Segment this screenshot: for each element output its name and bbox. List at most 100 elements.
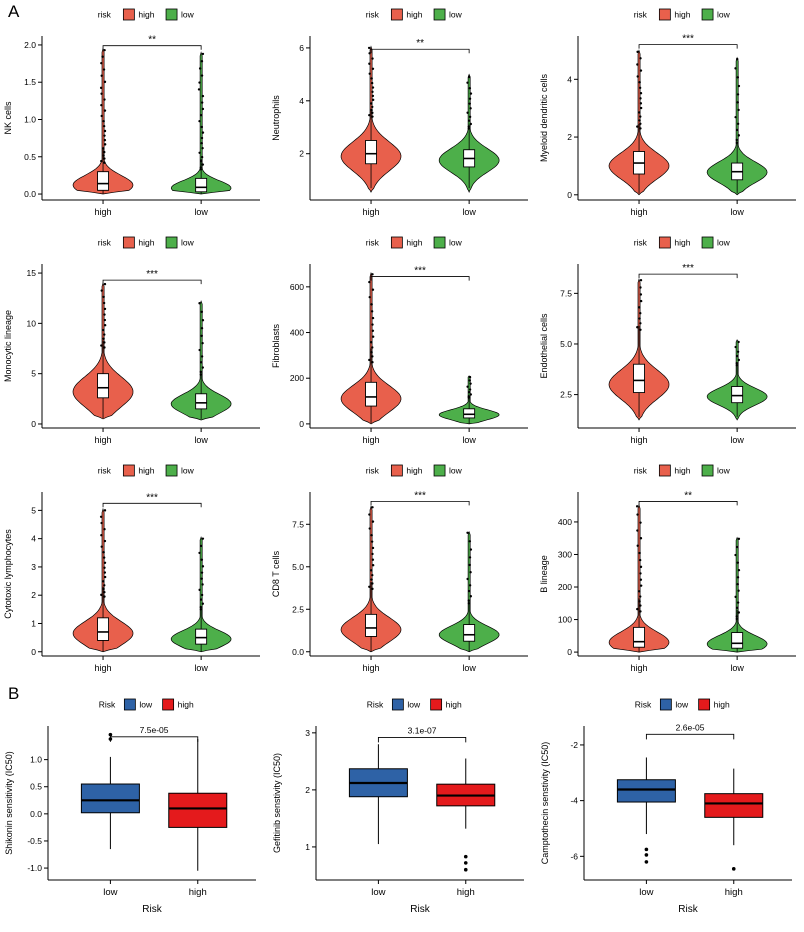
- outlier-dot: [636, 529, 639, 532]
- outlier-dot: [368, 280, 371, 284]
- y-tick-label: 1.5: [24, 77, 36, 87]
- outlier-dot: [371, 273, 374, 276]
- legend-label-low: low: [407, 700, 421, 710]
- outlier-dot: [737, 358, 741, 362]
- outlier-dot: [639, 92, 643, 95]
- outlier-dot: [639, 565, 643, 569]
- outlier-dot: [466, 81, 469, 84]
- outlier-dot: [103, 561, 107, 564]
- outlier-dot: [103, 143, 107, 146]
- legend-swatch-low: [165, 464, 178, 477]
- outlier-dot: [636, 63, 639, 66]
- outlier-dot: [635, 505, 639, 508]
- outlier-dot: [638, 558, 642, 562]
- outlier-dot: [466, 111, 469, 114]
- x-tick-label: low: [103, 887, 117, 898]
- outlier-dot: [368, 72, 371, 75]
- sig-bracket: [370, 500, 470, 506]
- box-low: [616, 779, 676, 803]
- y-tick-label: 0: [299, 419, 304, 429]
- box-low: [463, 624, 476, 642]
- outlier-dot: [371, 346, 374, 349]
- outlier-dot: [103, 527, 106, 531]
- legend-swatch-low: [659, 698, 672, 711]
- outlier-dot: [466, 531, 469, 534]
- outlier-dot: [103, 129, 107, 133]
- sig-label: ***: [146, 269, 158, 280]
- y-tick-label: 2: [299, 149, 304, 159]
- legend-title: risk: [634, 10, 648, 20]
- outlier-dot: [103, 575, 107, 579]
- legend-title: Risk: [635, 700, 652, 710]
- outlier-dot: [734, 345, 737, 349]
- y-tick-label: -6: [570, 851, 578, 861]
- x-tick-label: low: [194, 435, 208, 445]
- violin-low: [706, 536, 768, 653]
- outlier-dot: [371, 323, 374, 326]
- outlier-dot: [370, 77, 373, 80]
- y-tick-label: 2: [31, 590, 36, 600]
- y-tick-label: 300: [558, 549, 572, 559]
- outlier-dot: [100, 593, 103, 597]
- outlier-dot: [103, 566, 106, 569]
- y-tick-label: 100: [558, 615, 572, 625]
- box-high: [168, 792, 228, 828]
- sig-label: ***: [682, 263, 694, 274]
- legend-swatch-low: [433, 464, 446, 477]
- outlier-dot: [100, 533, 103, 537]
- sig-label: **: [684, 490, 692, 501]
- outlier-dot: [737, 611, 741, 614]
- outlier-dot: [371, 86, 375, 89]
- box-high: [97, 373, 109, 399]
- legend-title: risk: [98, 238, 112, 248]
- outlier-dot: [198, 151, 201, 154]
- outlier-dot: [200, 101, 204, 104]
- sig-bracket: [638, 273, 738, 279]
- outlier-dot: [103, 333, 106, 336]
- outlier-dot: [200, 558, 204, 561]
- y-tick-label: 15: [27, 268, 37, 278]
- y-axis-title: Fibroblasts: [271, 323, 281, 368]
- outlier-dot: [463, 867, 468, 872]
- outlier-dot: [368, 52, 371, 55]
- outlier-dot: [100, 289, 103, 292]
- outlier-dot: [638, 81, 641, 84]
- legend-title: risk: [366, 466, 380, 476]
- outlier-dot: [467, 599, 471, 602]
- x-tick-label: low: [730, 663, 744, 673]
- outlier-dot: [201, 318, 205, 322]
- y-tick-label: 0: [567, 190, 572, 200]
- outlier-dot: [639, 97, 642, 100]
- y-tick-label: 0.0: [24, 189, 36, 199]
- y-axis-title: Monocytic lineage: [3, 310, 13, 382]
- sig-bracket: [370, 276, 470, 281]
- outlier-dot: [200, 334, 203, 338]
- outlier-dot: [736, 582, 739, 586]
- outlier-dot: [636, 544, 639, 547]
- outlier-dot: [100, 545, 103, 548]
- violin-high: [608, 49, 670, 196]
- outlier-dot: [198, 119, 201, 123]
- outlier-dot: [200, 598, 203, 601]
- outlier-dot: [103, 539, 107, 543]
- outlier-dot: [103, 98, 106, 101]
- outlier-dot: [370, 534, 373, 537]
- outlier-dot: [371, 94, 375, 98]
- sig-bracket: [102, 45, 202, 50]
- outlier-dot: [371, 587, 374, 591]
- y-tick-label: 7.5: [560, 288, 572, 298]
- outlier-dot: [200, 113, 203, 117]
- outlier-dot: [201, 565, 205, 568]
- outlier-dot: [99, 515, 103, 518]
- outlier-dot: [467, 395, 471, 398]
- x-tick-label: high: [363, 435, 380, 445]
- outlier-dot: [734, 67, 737, 70]
- outlier-dot: [198, 551, 201, 555]
- outlier-dot: [198, 67, 202, 70]
- x-tick-label: high: [631, 435, 648, 445]
- outlier-dot: [736, 128, 739, 132]
- y-tick-label: -1.0: [27, 863, 42, 873]
- outlier-dot: [201, 107, 205, 111]
- box-chart-camptothecin-senstivity-ic50: Risk low high -6 -4 -2 low high 2.6e-05 Risk Campt…: [540, 698, 792, 915]
- outlier-dot: [201, 131, 205, 134]
